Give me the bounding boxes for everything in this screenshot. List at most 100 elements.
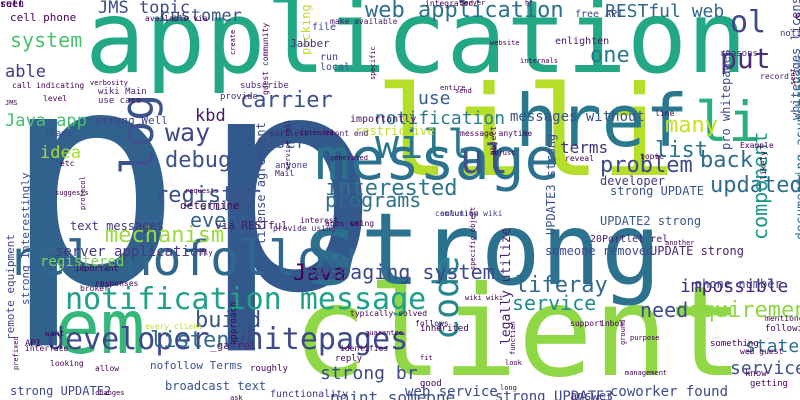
word-cloud-word: looking: [50, 359, 84, 368]
word-cloud-word: developer: [600, 174, 666, 188]
word-cloud-word: apps set: [325, 219, 364, 228]
word-cloud-word: notification message: [65, 282, 427, 317]
word-cloud-word: long: [500, 384, 517, 392]
word-cloud-word: web application: [365, 0, 564, 23]
word-cloud-word: provide using: [273, 224, 336, 233]
word-cloud-word: subscribe: [240, 81, 289, 91]
word-cloud-word: liferay: [515, 273, 608, 298]
word-cloud-word: determine: [180, 199, 240, 212]
word-cloud-word: internals: [520, 57, 558, 65]
word-cloud-word: event: [190, 208, 251, 232]
word-cloud-word: set: [0, 0, 19, 10]
word-cloud-word: JMS: [5, 99, 18, 107]
word-cloud-word: interface: [25, 344, 69, 353]
word-cloud-word: strong br: [320, 363, 418, 384]
word-cloud-word: front end: [325, 129, 369, 138]
word-cloud-word: RESTful web: [605, 1, 725, 22]
word-cloud-word: idea: [40, 143, 81, 163]
word-cloud-word: em: [55, 283, 146, 371]
word-cloud-word: service _ga: [730, 358, 800, 379]
word-cloud-word: look: [505, 359, 522, 367]
word-cloud-word: free API: [575, 9, 624, 20]
word-cloud-word: prefixed: [12, 336, 20, 370]
word-cloud-word: text messages: [70, 219, 164, 233]
word-cloud-word: follows: [415, 319, 449, 328]
word-cloud-word: use case: [98, 96, 142, 106]
word-cloud-word: reasons: [720, 49, 758, 59]
word-cloud-word: getting: [750, 379, 788, 389]
word-cloud-word: answer: [570, 389, 614, 400]
word-cloud-word: file: [312, 22, 337, 33]
word-cloud-word: ask: [230, 394, 243, 400]
word-cloud-word: fly: [200, 249, 213, 257]
word-cloud-word: ol: [730, 5, 767, 40]
word-cloud-word: web service: [405, 384, 498, 400]
word-cloud-word: strong Interestingly: [19, 172, 32, 305]
word-cloud-word: roughly: [250, 364, 288, 374]
word-cloud-word: Thank: [45, 129, 73, 139]
word-cloud-word: terms: [560, 138, 609, 157]
word-cloud-word: intended: [300, 129, 334, 137]
word-cloud-word: kbd: [195, 106, 226, 126]
word-cloud-word: nofollow Terms: [150, 359, 243, 372]
word-cloud-word: service: [512, 291, 597, 315]
word-cloud-word: purpose: [630, 334, 660, 342]
word-cloud-word: guest community: [261, 22, 270, 95]
word-cloud-word: function: [509, 321, 517, 355]
word-cloud-word: UPDATE2 strong: [600, 214, 702, 228]
word-cloud-word: Jabber: [290, 37, 330, 50]
word-cloud-word: list: [655, 138, 708, 163]
word-cloud-word: notified: [780, 29, 800, 39]
word-cloud-word: portlets: [270, 129, 309, 138]
word-cloud-word: record: [760, 72, 789, 81]
word-cloud-word: service call: [284, 119, 292, 170]
word-cloud-word: message: [315, 125, 560, 193]
word-cloud-word: point someone: [330, 388, 456, 400]
word-cloud-word: suggests: [55, 189, 89, 197]
word-cloud-word: specific object: [469, 206, 477, 270]
word-cloud-word: interest: [300, 216, 339, 225]
word-cloud-word: anyone: [275, 161, 308, 171]
word-cloud-word: likely: [759, 151, 768, 180]
word-cloud-word: fit: [420, 354, 433, 362]
word-cloud-word: Java app: [5, 111, 87, 131]
word-cloud-word: via RESTful: [215, 219, 288, 232]
word-cloud-word: messages without: [510, 109, 645, 125]
word-cloud-word: strong UPDATE3: [495, 389, 614, 400]
word-cloud-word: identifies: [340, 344, 389, 353]
word-cloud-word: wiki wiki: [465, 294, 503, 302]
word-cloud-word: p: [200, 10, 381, 359]
word-cloud-word: UPDATE3 strong: [544, 133, 558, 235]
word-cloud-word: approach: [229, 301, 239, 345]
word-cloud-word: requests: [185, 187, 219, 195]
word-cloud-word: href: [515, 79, 689, 163]
word-cloud-word: application: [85, 0, 748, 96]
word-cloud-word: important: [75, 264, 119, 273]
word-cloud-word: inbox: [600, 319, 625, 328]
word-cloud-word: something: [710, 339, 759, 349]
word-cloud-word: community wiki: [435, 209, 503, 218]
word-cloud-word: strong UPDATE2: [10, 384, 112, 398]
word-cloud-word: will: [375, 122, 472, 168]
word-cloud-word: requirements: [675, 298, 800, 323]
word-cloud-word: rult: [0, 0, 25, 10]
word-cloud-word: registered: [40, 254, 125, 270]
word-cloud-word: server application: [55, 244, 207, 260]
word-cloud-word: register: [155, 183, 261, 208]
word-cloud-word: strong: [300, 191, 662, 308]
word-cloud-word: restrictive: [355, 124, 435, 138]
word-cloud-word: importantly: [350, 114, 417, 125]
word-cloud-word: following: [765, 324, 800, 334]
word-cloud-word: hr: [525, 0, 534, 7]
word-cloud-word: line: [655, 109, 675, 118]
word-cloud-word: p: [2, 5, 183, 354]
word-cloud-word: management: [625, 369, 668, 377]
word-cloud-word: reveal: [565, 154, 594, 163]
word-cloud-word: protocol: [79, 176, 87, 210]
word-cloud-word: UPDATE strong: [650, 244, 744, 258]
word-cloud-word: 20Portlet rel: [590, 234, 669, 245]
word-cloud-word: system: [10, 28, 83, 52]
word-cloud-word: notification: [375, 108, 506, 129]
word-cloud-word: coworker found: [610, 384, 729, 400]
word-cloud-word: many: [665, 113, 718, 138]
